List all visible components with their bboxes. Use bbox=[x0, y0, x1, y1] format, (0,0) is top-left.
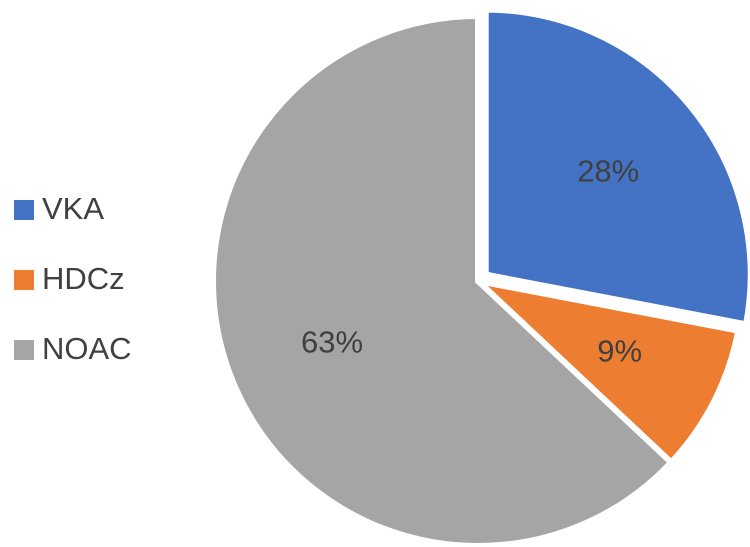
legend-swatch bbox=[14, 340, 34, 360]
legend-label: NOAC bbox=[42, 331, 132, 366]
legend-label: VKA bbox=[42, 191, 104, 226]
pie-slice bbox=[210, 12, 676, 547]
pie-slice bbox=[468, 276, 742, 467]
legend-swatch bbox=[14, 200, 34, 220]
legend-label: HDCz bbox=[42, 261, 125, 296]
legend-swatch bbox=[14, 270, 34, 290]
data-label: 28% bbox=[577, 153, 639, 188]
data-label: 9% bbox=[597, 333, 642, 368]
pie-slice bbox=[482, 6, 750, 328]
data-label: 63% bbox=[301, 324, 363, 359]
